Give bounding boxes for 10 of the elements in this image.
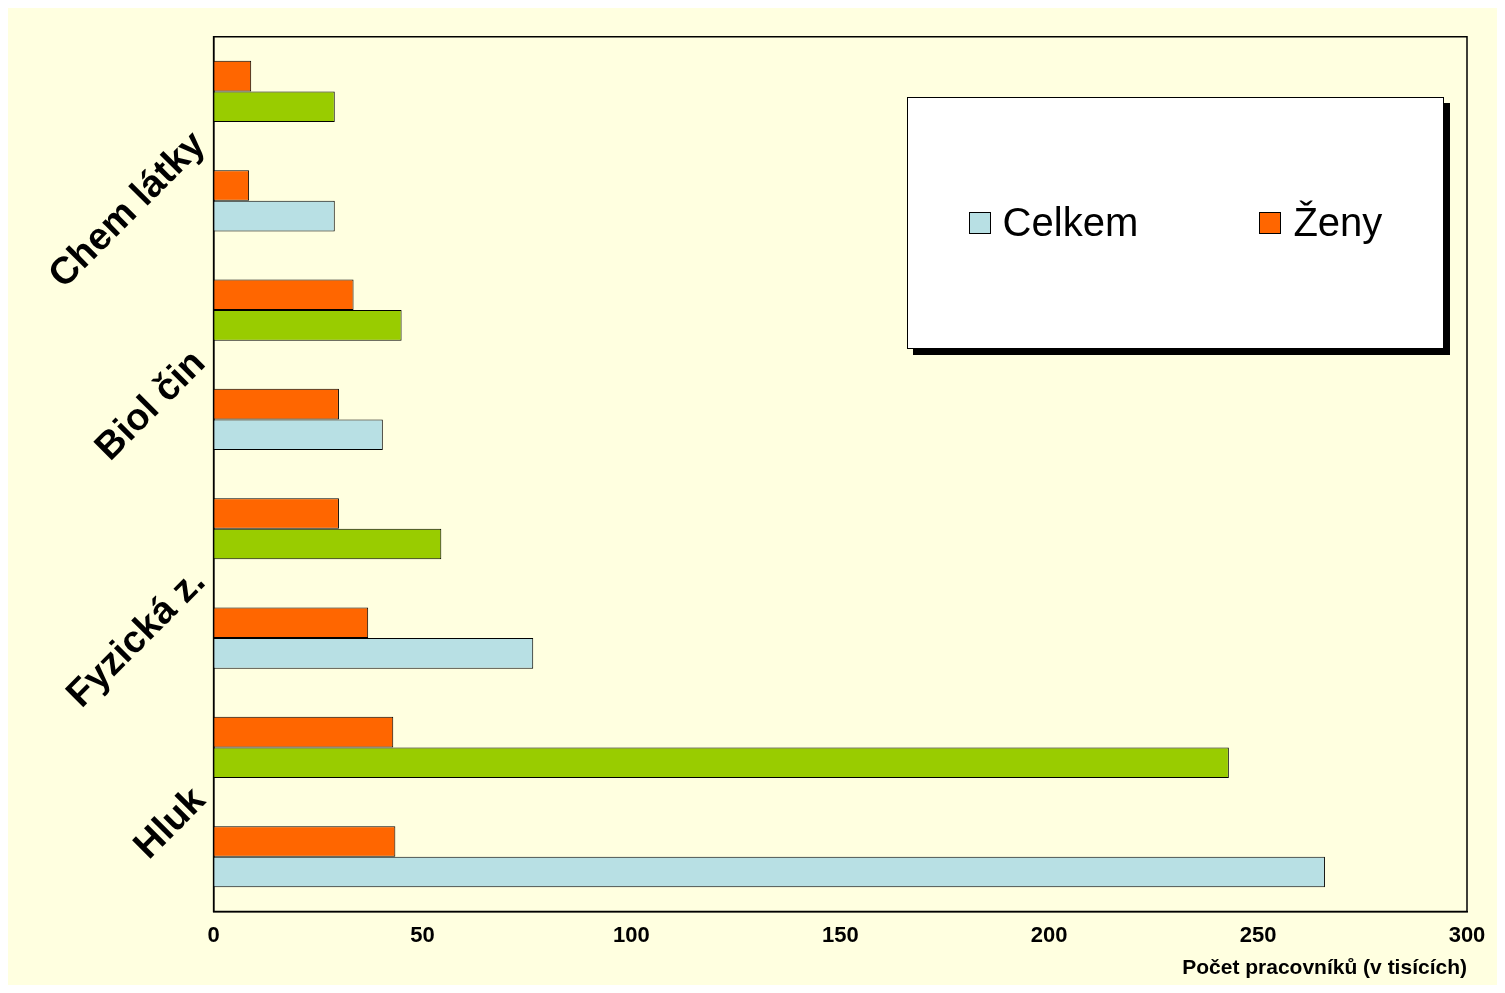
legend-label: Celkem	[1002, 200, 1139, 246]
x-tick-label: 150	[821, 921, 859, 947]
x-tick-label: 200	[1030, 921, 1068, 947]
x-tick-label: 50	[410, 921, 435, 947]
x-tick-label: 100	[613, 921, 650, 947]
x-tick-label: 0	[207, 921, 220, 947]
x-tick-label: 250	[1239, 921, 1277, 947]
x-tick-label: 300	[1448, 921, 1486, 947]
x-axis-title: Počet pracovníků (v tisících)	[1182, 955, 1467, 979]
legend-label: Ženy	[1293, 200, 1383, 246]
